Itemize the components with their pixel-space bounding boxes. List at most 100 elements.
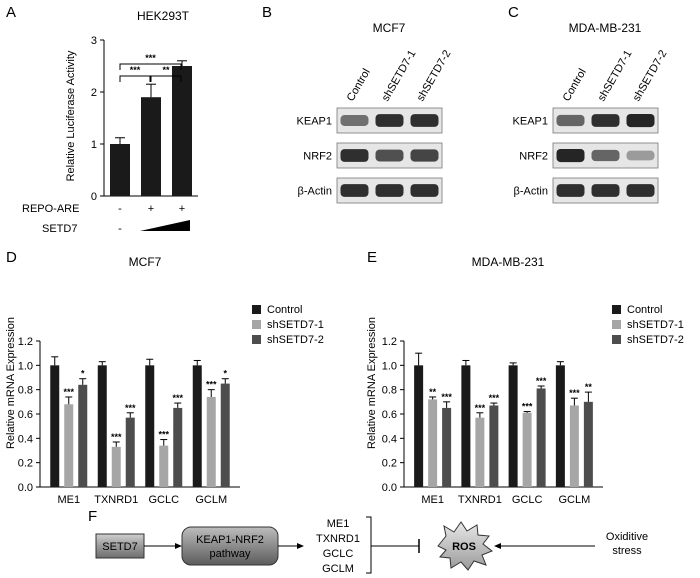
band-keap1-1 (556, 114, 585, 127)
lane-label-shsetd7-1: shSETD7-1 (596, 48, 635, 103)
legend-label-control: Control (267, 304, 302, 316)
sig-label: *** (489, 393, 500, 403)
y-tick-label: 1.2 (18, 336, 33, 348)
sig-label: *** (125, 403, 136, 413)
sig-label: ** (585, 382, 593, 392)
legend-swatch-shsetd7-2 (612, 335, 621, 344)
row-label-actin: β-Actin (298, 186, 332, 198)
y-tick-label: 0.8 (18, 385, 33, 397)
x-tick-label-me1: ME1 (57, 494, 80, 506)
legend-label-shsetd7-2: shSETD7-2 (267, 334, 324, 346)
bar-control-txnrd1 (97, 365, 107, 487)
gene-txnrd1: TXNRD1 (316, 533, 360, 545)
lane-label-shsetd7-1: shSETD7-1 (380, 48, 419, 103)
y-tick-label: 1 (91, 139, 97, 151)
bar-shsetd7-1-txnrd1 (111, 446, 121, 487)
gene-gclc: GCLC (323, 548, 354, 560)
band-nrf2-1 (340, 149, 369, 162)
bar-control-me1 (414, 365, 424, 487)
panel-d-title: MCF7 (129, 255, 162, 269)
panel-label-f: F (88, 508, 97, 525)
legend-swatch-shsetd7-2 (252, 335, 261, 344)
panel-label-b: B (262, 4, 272, 21)
y-tick-label: 0.0 (18, 482, 33, 494)
ros-burst-shape (437, 521, 493, 571)
bar-control-gclm (192, 365, 202, 487)
bar-2 (141, 97, 161, 196)
bar-3 (172, 66, 192, 196)
sig-bracket-1-3 (119, 63, 182, 70)
y-tick-label: 0.2 (382, 458, 397, 470)
band-keap1-3 (410, 114, 439, 127)
band-nrf2-1 (556, 148, 585, 163)
band-keap1-1 (340, 115, 369, 126)
bar-shsetd7-2-gclc (173, 407, 183, 487)
panel-label-e: E (367, 249, 377, 266)
pathway-label-line2: pathway (210, 548, 251, 560)
y-tick-label: 0.4 (18, 433, 33, 445)
arrowhead-stress (494, 543, 501, 549)
sig-label: *** (206, 380, 217, 390)
panel-a-y-axis-label: Relative Luciferase Activity (65, 50, 77, 181)
row-label-repo-are: REPO-ARE (22, 203, 79, 215)
legend-swatch-control (252, 305, 261, 314)
gene-gclm: GCLM (322, 563, 354, 575)
stress-label-line2: stress (612, 545, 642, 557)
lane-label-control: Control (345, 67, 373, 104)
row-label-actin: β-Actin (514, 186, 548, 198)
bar-control-me1 (50, 365, 60, 487)
legend-swatch-control (612, 305, 621, 314)
sig-label: *** (441, 392, 452, 402)
panel-d-y-axis-label: Relative mRNA Expression (5, 317, 17, 449)
panel-label-a: A (6, 4, 16, 21)
arrowhead-pathway (297, 543, 304, 549)
sig-label: *** (158, 430, 169, 440)
x-tick-label-gclm: GCLM (195, 494, 227, 506)
sig-label: *** (172, 393, 183, 403)
sig-label-2-3: ** (162, 65, 170, 75)
setd7-box-label: SETD7 (102, 541, 137, 553)
legend-swatch-shsetd7-1 (252, 320, 261, 329)
band-nrf2-2 (375, 149, 404, 162)
band-keap1-2 (591, 114, 620, 127)
sig-label: *** (475, 403, 486, 413)
lane-label-shsetd7-2: shSETD7-2 (631, 48, 670, 103)
legend-label-shsetd7-1: shSETD7-1 (627, 319, 684, 331)
band-actin-3 (410, 184, 439, 197)
bar-control-gclc (508, 365, 518, 487)
sig-label: *** (522, 402, 533, 412)
band-nrf2-3 (410, 149, 439, 162)
bar-control-gclc (145, 365, 155, 487)
band-actin-1 (340, 184, 369, 197)
band-nrf2-2 (591, 149, 620, 162)
bar-shsetd7-2-txnrd1 (125, 417, 135, 487)
bar-shsetd7-2-gclm (220, 383, 230, 487)
legend-label-shsetd7-1: shSETD7-1 (267, 319, 324, 331)
band-keap1-3 (626, 113, 655, 128)
gene-me1: ME1 (327, 518, 350, 530)
bar-control-gclm (555, 365, 565, 487)
x-tick-label-txnrd1: TXNRD1 (94, 494, 138, 506)
y-tick-label: 0.8 (382, 385, 397, 397)
y-tick-label: 0.2 (18, 458, 33, 470)
panel-label-d: D (6, 249, 17, 266)
panel-f-schematic: SETD7 KEAP1-NRF2 pathway ME1 TXNRD1 GCLC… (95, 516, 648, 575)
setd7-gradient-wedge (140, 220, 190, 231)
legend-label-shsetd7-2: shSETD7-2 (627, 334, 684, 346)
bar-control-txnrd1 (461, 365, 471, 487)
bar-shsetd7-1-gclc (522, 412, 532, 487)
panel-b-title: MCF7 (373, 21, 406, 35)
bar-shsetd7-1-gclm (206, 396, 216, 487)
panel-d-chart: MCF7 Relative mRNA Expression 0.0 0.2 0.4 0… (5, 255, 324, 506)
band-actin-1 (556, 184, 585, 197)
legend-swatch-shsetd7-1 (612, 320, 621, 329)
panel-label-c: C (508, 4, 519, 21)
y-tick-label: 0 (91, 191, 97, 203)
legend-label-control: Control (627, 304, 662, 316)
band-actin-3 (626, 184, 655, 197)
row-mark-2-1: - (118, 223, 122, 235)
bar-shsetd7-2-gclm (583, 401, 593, 487)
